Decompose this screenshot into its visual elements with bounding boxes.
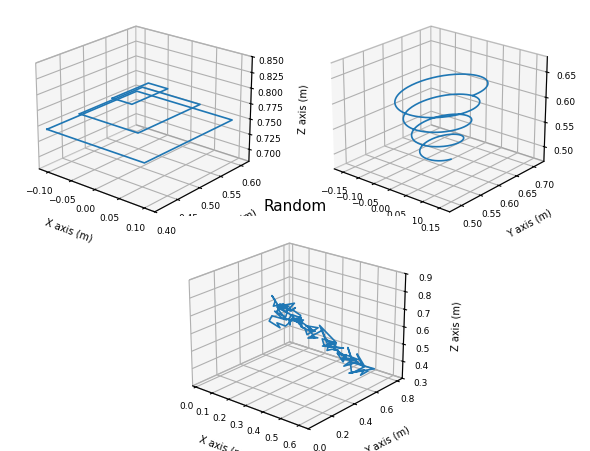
X-axis label: X axis (m): X axis (m) xyxy=(198,433,247,451)
Y-axis label: Y axis (m): Y axis (m) xyxy=(210,207,258,239)
Y-axis label: Y axis (m): Y axis (m) xyxy=(505,207,553,239)
X-axis label: X axis (m): X axis (m) xyxy=(339,216,389,243)
X-axis label: X axis (m): X axis (m) xyxy=(44,216,94,243)
Y-axis label: Y axis (m): Y axis (m) xyxy=(363,423,411,451)
Title: Random: Random xyxy=(263,199,327,214)
